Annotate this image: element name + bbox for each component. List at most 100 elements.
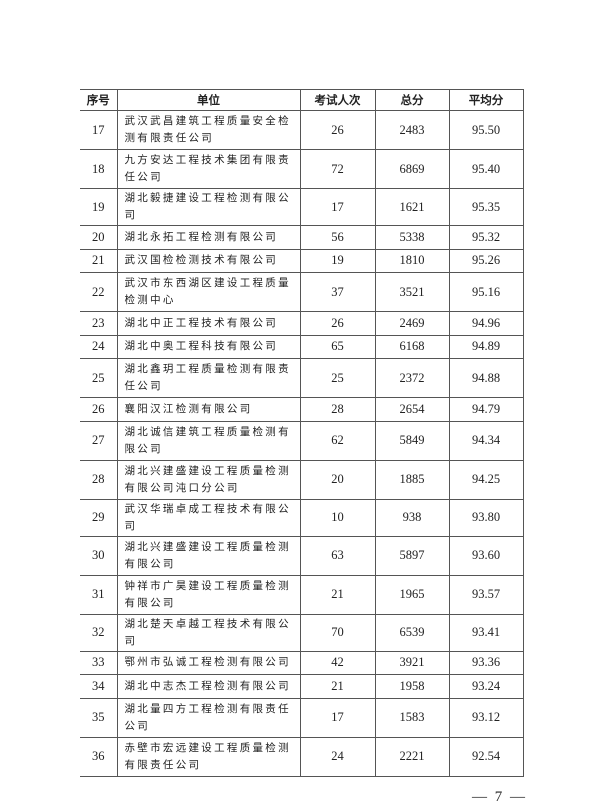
cell-count: 26 [299,311,376,336]
cell-unit: 湖北毅捷建设工程检测有限公司 [116,188,301,226]
cell-no: 36 [80,736,118,777]
cell-no: 31 [80,574,118,615]
cell-no: 20 [80,225,118,250]
table-row: 17 武汉武昌建筑工程质量安全检测有限责任公司 26 2483 95.50 [80,110,524,150]
cell-no: 33 [80,650,118,675]
cell-count: 20 [299,459,376,500]
cell-average: 95.50 [448,110,524,150]
cell-average: 94.89 [448,334,524,359]
cell-unit: 襄阳汉江检测有限公司 [116,397,301,422]
table-row: 22 武汉市东西湖区建设工程质量检测中心 37 3521 95.16 [80,272,524,312]
cell-total: 5897 [374,535,450,576]
cell-no: 21 [80,248,118,273]
cell-count: 17 [299,697,376,738]
cell-unit: 鄂州市弘诚工程检测有限公司 [116,650,301,675]
cell-average: 94.79 [448,397,524,422]
cell-total: 3921 [374,650,450,675]
cell-total: 2221 [374,736,450,777]
cell-count: 25 [299,358,376,398]
cell-unit: 湖北鑫玥工程质量检测有限责任公司 [116,358,301,398]
table-row: 19 湖北毅捷建设工程检测有限公司 17 1621 95.35 [80,188,524,226]
cell-count: 19 [299,248,376,273]
cell-average: 93.24 [448,674,524,699]
header-unit: 单位 [116,89,301,111]
cell-total: 6539 [374,613,450,652]
cell-count: 24 [299,736,376,777]
cell-total: 6869 [374,149,450,189]
cell-average: 94.88 [448,358,524,398]
cell-count: 21 [299,674,376,699]
cell-unit: 湖北量四方工程检测有限责任公司 [116,697,301,738]
cell-no: 19 [80,188,118,226]
cell-count: 63 [299,535,376,576]
cell-total: 3521 [374,272,450,312]
cell-count: 17 [299,188,376,226]
cell-average: 93.57 [448,574,524,615]
cell-no: 27 [80,420,118,461]
cell-no: 18 [80,149,118,189]
cell-average: 94.34 [448,420,524,461]
cell-average: 92.54 [448,736,524,777]
table-row: 20 湖北永拓工程检测有限公司 56 5338 95.32 [80,225,524,250]
table-row: 36 赤壁市宏远建设工程质量检测有限责任公司 24 2221 92.54 [80,736,524,777]
cell-unit: 湖北中志杰工程检测有限公司 [116,674,301,699]
cell-average: 94.96 [448,311,524,336]
header-count: 考试人次 [299,89,376,111]
cell-count: 26 [299,110,376,150]
cell-no: 32 [80,613,118,652]
cell-no: 22 [80,272,118,312]
cell-count: 42 [299,650,376,675]
table-row: 30 湖北兴建盛建设工程质量检测有限公司 63 5897 93.60 [80,535,524,576]
cell-unit: 九方安达工程技术集团有限责任公司 [116,149,301,189]
ranking-table: 序号 单位 考试人次 总分 平均分 17 武汉武昌建筑工程质量安全检测有限责任公司… [80,89,524,777]
cell-no: 30 [80,535,118,576]
cell-unit: 武汉华瑞卓成工程技术有限公司 [116,498,301,537]
table-row: 27 湖北诚信建筑工程质量检测有限公司 62 5849 94.34 [80,420,524,461]
header-no: 序号 [80,89,118,111]
cell-count: 28 [299,397,376,422]
cell-total: 1958 [374,674,450,699]
table-row: 31 钟祥市广昊建设工程质量检测有限公司 21 1965 93.57 [80,574,524,615]
table-row: 25 湖北鑫玥工程质量检测有限责任公司 25 2372 94.88 [80,358,524,398]
cell-average: 94.25 [448,459,524,500]
cell-no: 35 [80,697,118,738]
cell-no: 25 [80,358,118,398]
header-average: 平均分 [448,89,524,111]
cell-total: 2654 [374,397,450,422]
table-row: 28 湖北兴建盛建设工程质量检测有限公司沌口分公司 20 1885 94.25 [80,459,524,500]
cell-total: 2372 [374,358,450,398]
cell-count: 21 [299,574,376,615]
cell-total: 5338 [374,225,450,250]
cell-average: 93.60 [448,535,524,576]
cell-unit: 武汉市东西湖区建设工程质量检测中心 [116,272,301,312]
cell-unit: 武汉武昌建筑工程质量安全检测有限责任公司 [116,110,301,150]
cell-unit: 湖北永拓工程检测有限公司 [116,225,301,250]
cell-average: 95.40 [448,149,524,189]
page-number: — 7 — [472,789,527,805]
cell-total: 6168 [374,334,450,359]
cell-unit: 湖北兴建盛建设工程质量检测有限公司沌口分公司 [116,459,301,500]
cell-average: 95.35 [448,188,524,226]
cell-no: 26 [80,397,118,422]
cell-total: 1965 [374,574,450,615]
cell-total: 1810 [374,248,450,273]
cell-no: 29 [80,498,118,537]
cell-count: 37 [299,272,376,312]
cell-unit: 赤壁市宏远建设工程质量检测有限责任公司 [116,736,301,777]
cell-count: 65 [299,334,376,359]
cell-unit: 湖北中正工程技术有限公司 [116,311,301,336]
header-total: 总分 [374,89,450,111]
cell-total: 5849 [374,420,450,461]
cell-unit: 湖北诚信建筑工程质量检测有限公司 [116,420,301,461]
cell-average: 93.12 [448,697,524,738]
cell-no: 28 [80,459,118,500]
cell-no: 24 [80,334,118,359]
cell-average: 95.26 [448,248,524,273]
table-row: 33 鄂州市弘诚工程检测有限公司 42 3921 93.36 [80,650,524,675]
cell-count: 56 [299,225,376,250]
cell-count: 10 [299,498,376,537]
table-row: 29 武汉华瑞卓成工程技术有限公司 10 938 93.80 [80,498,524,537]
cell-average: 93.36 [448,650,524,675]
cell-count: 62 [299,420,376,461]
cell-average: 95.32 [448,225,524,250]
